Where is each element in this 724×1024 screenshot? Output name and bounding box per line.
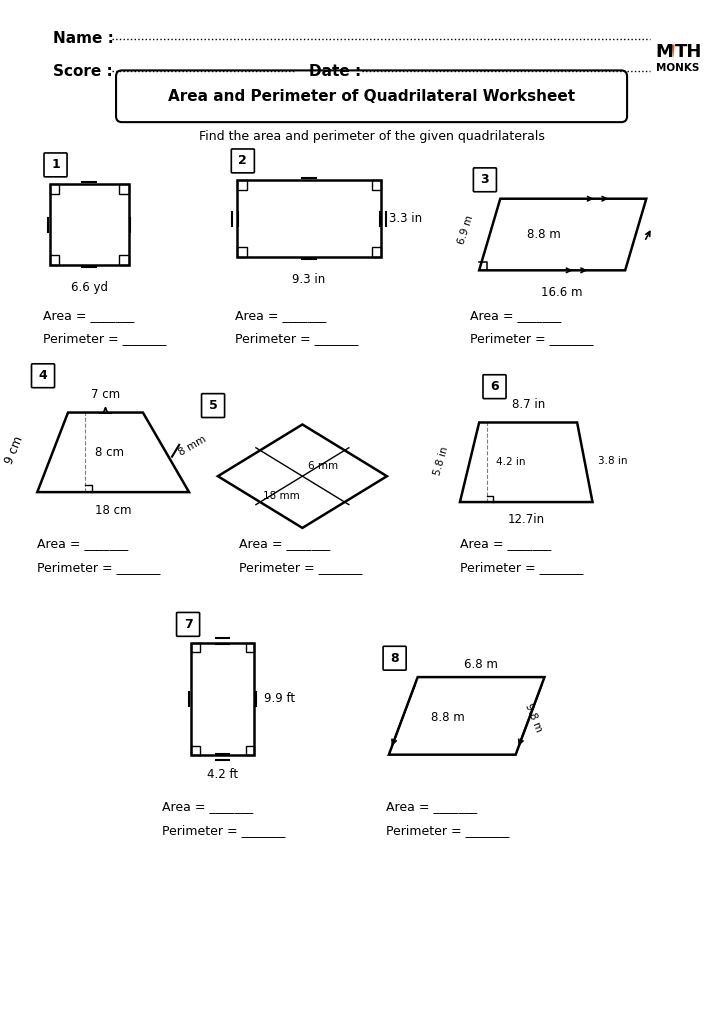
Text: Perimeter = _______: Perimeter = _______ bbox=[386, 823, 510, 837]
Text: 9 cm: 9 cm bbox=[3, 434, 26, 466]
Text: 16.6 m: 16.6 m bbox=[541, 286, 583, 299]
Text: 6.8 m: 6.8 m bbox=[464, 657, 498, 671]
FancyBboxPatch shape bbox=[383, 646, 406, 670]
Text: Area = _______: Area = _______ bbox=[460, 538, 551, 550]
Text: Score :: Score : bbox=[53, 63, 112, 79]
Text: 6: 6 bbox=[490, 380, 499, 393]
Text: Area = _______: Area = _______ bbox=[470, 308, 561, 322]
Text: 3.3 in: 3.3 in bbox=[389, 212, 422, 225]
Text: 6.6 yd: 6.6 yd bbox=[71, 281, 108, 294]
Text: 7: 7 bbox=[184, 617, 193, 631]
Text: 6 mm: 6 mm bbox=[308, 461, 338, 471]
Text: Area = _______: Area = _______ bbox=[37, 538, 129, 550]
Text: Perimeter = _______: Perimeter = _______ bbox=[162, 823, 285, 837]
Text: Perimeter = _______: Perimeter = _______ bbox=[43, 333, 167, 345]
Text: Perimeter = _______: Perimeter = _______ bbox=[460, 561, 584, 574]
Text: Area = _______: Area = _______ bbox=[235, 308, 327, 322]
FancyBboxPatch shape bbox=[44, 153, 67, 177]
Text: 4.2 ft: 4.2 ft bbox=[207, 768, 238, 781]
Text: 9.9 ft: 9.9 ft bbox=[264, 692, 295, 706]
FancyBboxPatch shape bbox=[177, 612, 200, 636]
Text: Perimeter = _______: Perimeter = _______ bbox=[470, 333, 593, 345]
Text: 8 cm: 8 cm bbox=[95, 445, 124, 459]
Text: 8: 8 bbox=[390, 651, 399, 665]
Text: Area = _______: Area = _______ bbox=[239, 538, 330, 550]
Text: Date :: Date : bbox=[309, 63, 361, 79]
FancyBboxPatch shape bbox=[116, 71, 627, 122]
Text: 1: 1 bbox=[51, 159, 60, 171]
Text: Area = _______: Area = _______ bbox=[162, 800, 253, 813]
Text: 8.8 m: 8.8 m bbox=[431, 711, 465, 724]
Text: Find the area and perimeter of the given quadrilaterals: Find the area and perimeter of the given… bbox=[198, 130, 544, 142]
Text: 18 mm: 18 mm bbox=[263, 492, 300, 501]
Text: 12.7in: 12.7in bbox=[508, 513, 544, 526]
Text: Area and Perimeter of Quadrilateral Worksheet: Area and Perimeter of Quadrilateral Work… bbox=[168, 89, 575, 103]
Text: 5: 5 bbox=[209, 399, 217, 412]
Text: 4: 4 bbox=[38, 370, 47, 382]
Text: Perimeter = _______: Perimeter = _______ bbox=[235, 333, 358, 345]
Text: Perimeter = _______: Perimeter = _______ bbox=[37, 561, 161, 574]
Text: TH: TH bbox=[675, 43, 702, 60]
FancyBboxPatch shape bbox=[201, 393, 224, 418]
Text: MONKS: MONKS bbox=[657, 63, 700, 74]
Text: 3: 3 bbox=[481, 173, 489, 186]
FancyBboxPatch shape bbox=[473, 168, 497, 191]
Text: M: M bbox=[655, 43, 673, 60]
Text: 5.8 in: 5.8 in bbox=[432, 445, 450, 476]
Text: 9.3 in: 9.3 in bbox=[292, 272, 326, 286]
FancyBboxPatch shape bbox=[32, 364, 54, 388]
Text: Area = _______: Area = _______ bbox=[43, 308, 134, 322]
Text: 6.9 m: 6.9 m bbox=[457, 214, 476, 246]
Text: 3.8 in: 3.8 in bbox=[598, 456, 628, 466]
Text: 4.2 in: 4.2 in bbox=[497, 458, 526, 467]
Text: 18 cm: 18 cm bbox=[95, 504, 132, 516]
Text: 8.7 in: 8.7 in bbox=[512, 398, 544, 411]
Text: 7 cm: 7 cm bbox=[91, 388, 120, 401]
FancyBboxPatch shape bbox=[231, 148, 254, 173]
Text: 8.8 m: 8.8 m bbox=[527, 228, 561, 241]
Text: Perimeter = _______: Perimeter = _______ bbox=[239, 561, 363, 574]
Text: Area = _______: Area = _______ bbox=[386, 800, 477, 813]
Text: Name :: Name : bbox=[53, 31, 114, 46]
Polygon shape bbox=[672, 45, 675, 58]
FancyBboxPatch shape bbox=[483, 375, 506, 398]
Text: 9.8 m: 9.8 m bbox=[523, 701, 544, 733]
Text: 8 mm: 8 mm bbox=[177, 434, 209, 458]
Text: 2: 2 bbox=[238, 155, 247, 167]
